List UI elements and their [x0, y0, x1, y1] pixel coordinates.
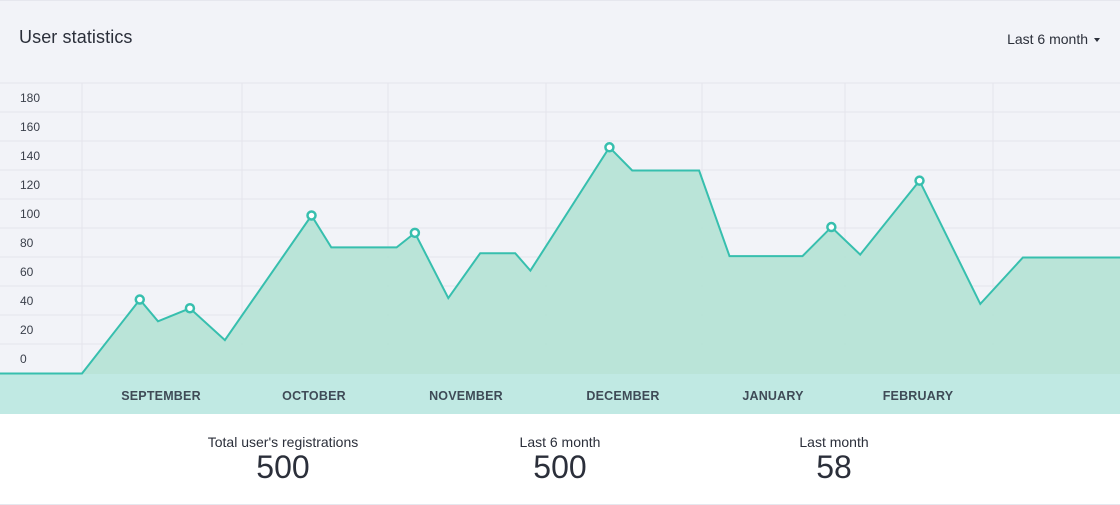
stat-label: Last month — [799, 434, 869, 450]
stat-value: 500 — [256, 449, 310, 485]
stat-label: Total user's registrations — [207, 434, 359, 450]
stats-row: Total user's registrations 500 Last 6 mo… — [0, 414, 1120, 505]
stat-last-6-month: Last 6 month 500 — [520, 434, 601, 485]
stat-total-registrations: Total user's registrations 500 — [208, 434, 359, 485]
chart-title: User statistics — [19, 27, 133, 47]
data-point — [306, 210, 317, 221]
data-point — [409, 227, 421, 239]
y-tick-label: 80 — [20, 236, 34, 250]
stat-value: 500 — [533, 449, 587, 485]
x-tick-label: FEBRUARY — [883, 389, 954, 403]
caret-down-icon — [1094, 38, 1100, 42]
y-tick-label: 160 — [20, 120, 40, 134]
x-axis-band — [0, 374, 1120, 415]
x-tick-label: OCTOBER — [282, 389, 346, 403]
stat-value: 58 — [816, 449, 852, 485]
data-point — [604, 142, 615, 153]
data-point — [826, 221, 837, 233]
data-point — [914, 175, 925, 186]
x-tick-label: JANUARY — [742, 389, 804, 403]
y-tick-label: 0 — [20, 352, 27, 366]
y-tick-label: 40 — [20, 294, 34, 308]
x-tick-label: NOVEMBER — [429, 389, 503, 403]
y-tick-label: 140 — [20, 149, 40, 163]
y-tick-label: 120 — [20, 178, 40, 192]
area-chart: 0 20 40 60 80 100 120 140 160 180 SEPTEMBER OCTOBER… — [0, 82, 1120, 415]
stat-label: Last 6 month — [519, 434, 601, 450]
series-area — [0, 147, 1120, 374]
data-point — [184, 303, 196, 314]
y-tick-label: 100 — [20, 207, 40, 221]
y-tick-label: 60 — [20, 265, 34, 279]
range-select-dropdown[interactable]: Last 6 month — [1007, 31, 1100, 47]
chart-panel: 0 20 40 60 80 100 120 140 160 180 SEPTEMBER OCTOBER… — [0, 0, 1120, 415]
x-tick-label: SEPTEMBER — [121, 389, 201, 403]
stat-last-month: Last month 58 — [799, 434, 868, 485]
x-tick-label: DECEMBER — [586, 389, 659, 403]
range-select-label[interactable]: Last 6 month — [1007, 31, 1088, 47]
y-tick-label: 180 — [20, 91, 40, 105]
data-point — [134, 294, 146, 305]
y-tick-label: 20 — [20, 323, 34, 337]
